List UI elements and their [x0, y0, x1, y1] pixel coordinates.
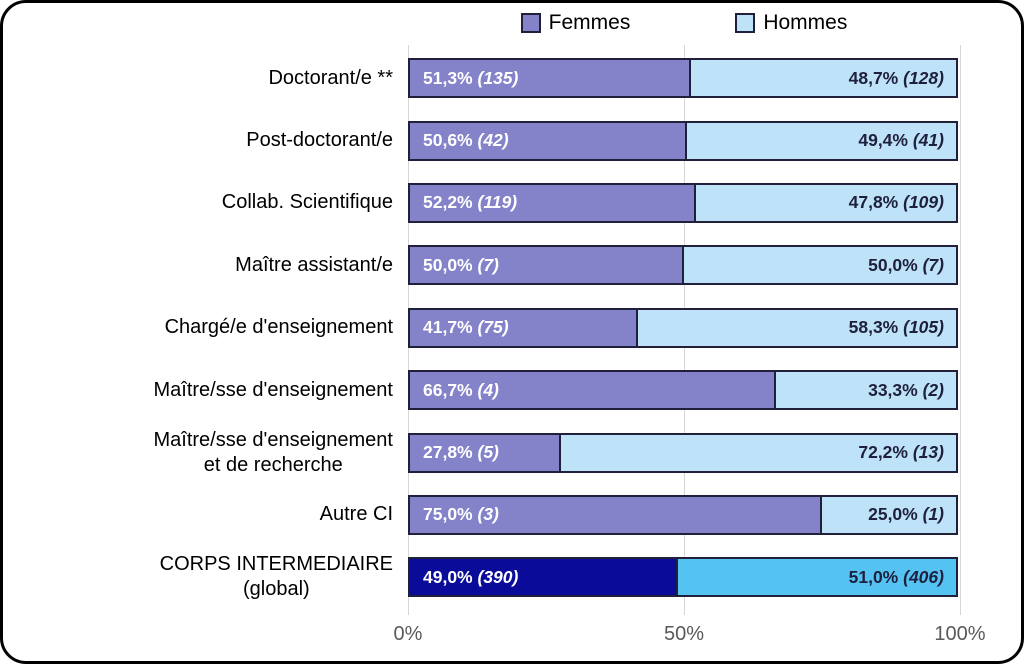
gridline-100pct [960, 45, 961, 615]
legend-label-hommes: Hommes [763, 11, 848, 34]
bar-value-hommes: 25,0% (1) [868, 504, 944, 525]
bar-value-hommes: 50,0% (7) [868, 254, 944, 275]
bar-value-hommes: 49,4% (41) [858, 130, 944, 151]
bar-segment-femmes[interactable]: 66,7% (4) [408, 370, 777, 411]
category-label: Collab. Scientifique [221, 191, 393, 214]
femmes-swatch-icon [520, 13, 541, 33]
bar-value-femmes: 75,0% (3) [423, 504, 499, 525]
category-label-cell: Maître assistant/e [3, 253, 408, 278]
bar-track: 27,8% (5) 72,2% (13) [408, 432, 960, 473]
bar-track: 75,0% (3) 25,0% (1) [408, 494, 960, 535]
category-label-cell: Chargé/e d'enseignement [3, 315, 408, 340]
bar-segment-femmes[interactable]: 50,0% (7) [408, 245, 684, 286]
bar-value-femmes: 50,6% (42) [423, 130, 509, 151]
x-tick-50: 50% [663, 623, 705, 645]
bar-track: 41,7% (75) 58,3% (105) [408, 307, 960, 348]
chart-row: Maître assistant/e 50,0% (7) 50,0% (7) [3, 234, 1021, 296]
category-label-cell: Doctorant/e ** [3, 66, 408, 91]
chart-row: Chargé/e d'enseignement 41,7% (75) 58,3%… [3, 297, 1021, 359]
chart-row: Autre CI 75,0% (3) 25,0% (1) [3, 484, 1021, 546]
category-label: Maître/sse d'enseignement et de recherch… [153, 428, 393, 476]
bar-segment-femmes[interactable]: 41,7% (75) [408, 307, 639, 348]
bar-value-femmes: 52,2% (119) [423, 192, 518, 213]
category-label-cell: Maître/sse d'enseignement [3, 378, 408, 403]
bar-segment-hommes[interactable]: 50,0% (7) [682, 245, 958, 286]
rows: Doctorant/e ** 51,3% (135) 48,7% (128) P… [3, 47, 1021, 609]
bar-value-femmes: 49,0% (390) [423, 566, 519, 587]
category-label-cell: Autre CI [3, 502, 408, 527]
category-label: CORPS INTERMEDIAIRE (global) [159, 553, 393, 601]
bar-segment-hommes[interactable]: 58,3% (105) [636, 307, 958, 348]
bar-track: 66,7% (4) 33,3% (2) [408, 370, 960, 411]
bar-value-femmes: 50,0% (7) [423, 254, 499, 275]
hommes-swatch-icon [735, 13, 756, 33]
bar-segment-hommes[interactable]: 51,0% (406) [676, 557, 958, 598]
category-label-cell: CORPS INTERMEDIAIRE (global) [3, 552, 408, 602]
bar-segment-femmes[interactable]: 52,2% (119) [408, 182, 697, 223]
legend: Femmes Hommes [408, 11, 960, 35]
chart-row: Post-doctorant/e 50,6% (42) 49,4% (41) [3, 109, 1021, 171]
category-label-cell: Post-doctorant/e [3, 128, 408, 153]
legend-item-hommes[interactable]: Hommes [735, 11, 847, 35]
chart-row: Doctorant/e ** 51,3% (135) 48,7% (128) [3, 47, 1021, 109]
legend-item-femmes[interactable]: Femmes [520, 11, 631, 35]
category-label-cell: Collab. Scientifique [3, 190, 408, 215]
category-label: Maître/sse d'enseignement [153, 378, 393, 401]
bar-segment-hommes[interactable]: 49,4% (41) [685, 120, 958, 161]
bar-track: 50,0% (7) 50,0% (7) [408, 245, 960, 286]
category-label: Chargé/e d'enseignement [164, 316, 393, 339]
bar-segment-hommes[interactable]: 48,7% (128) [689, 58, 958, 99]
bar-segment-hommes[interactable]: 47,8% (109) [694, 182, 958, 223]
bar-segment-femmes[interactable]: 27,8% (5) [408, 432, 562, 473]
category-label: Doctorant/e ** [268, 66, 393, 89]
bar-segment-hommes[interactable]: 33,3% (2) [774, 370, 958, 411]
bar-segment-hommes[interactable]: 25,0% (1) [820, 494, 958, 535]
bar-segment-femmes[interactable]: 50,6% (42) [408, 120, 688, 161]
bar-value-hommes: 72,2% (13) [858, 442, 944, 463]
bar-value-hommes: 51,0% (406) [848, 566, 944, 587]
category-label: Post-doctorant/e [246, 129, 393, 152]
bar-segment-hommes[interactable]: 72,2% (13) [559, 432, 958, 473]
bar-track: 51,3% (135) 48,7% (128) [408, 58, 960, 99]
chart-row: Maître/sse d'enseignement et de recherch… [3, 421, 1021, 483]
chart-row: CORPS INTERMEDIAIRE (global) 49,0% (390)… [3, 546, 1021, 608]
bar-value-femmes: 41,7% (75) [423, 317, 509, 338]
category-label-cell: Maître/sse d'enseignement et de recherch… [3, 428, 408, 478]
bar-value-hommes: 33,3% (2) [868, 379, 944, 400]
bar-value-femmes: 66,7% (4) [423, 379, 499, 400]
x-tick-100: 100% [934, 623, 986, 645]
bar-segment-femmes[interactable]: 49,0% (390) [408, 557, 679, 598]
category-label: Autre CI [319, 503, 393, 526]
bar-track: 50,6% (42) 49,4% (41) [408, 120, 960, 161]
bar-value-hommes: 58,3% (105) [848, 317, 944, 338]
bar-track: 52,2% (119) 47,8% (109) [408, 182, 960, 223]
x-axis: 0% 50% 100% [394, 623, 986, 653]
bar-value-femmes: 51,3% (135) [423, 67, 519, 88]
legend-label-femmes: Femmes [548, 11, 631, 34]
bar-value-femmes: 27,8% (5) [423, 442, 499, 463]
bar-value-hommes: 48,7% (128) [848, 67, 944, 88]
bar-track: 49,0% (390) 51,0% (406) [408, 557, 960, 598]
bar-segment-femmes[interactable]: 75,0% (3) [408, 494, 822, 535]
bar-value-hommes: 47,8% (109) [848, 192, 944, 213]
chart-row: Collab. Scientifique 52,2% (119) 47,8% (… [3, 172, 1021, 234]
chart-row: Maître/sse d'enseignement 66,7% (4) 33,3… [3, 359, 1021, 421]
x-tick-0: 0% [393, 623, 423, 645]
bar-segment-femmes[interactable]: 51,3% (135) [408, 58, 692, 99]
category-label: Maître assistant/e [235, 253, 393, 276]
